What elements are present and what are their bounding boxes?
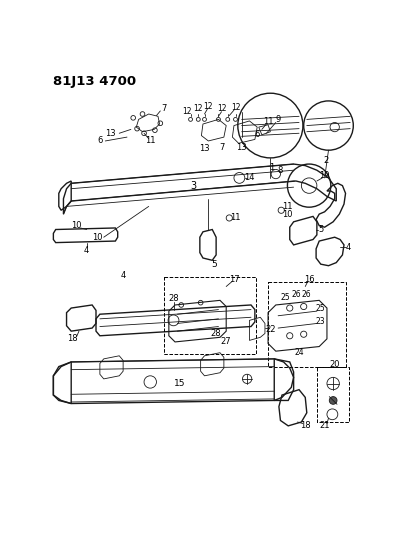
Text: 27: 27 xyxy=(221,337,232,346)
Text: 12: 12 xyxy=(217,104,226,113)
Text: 11: 11 xyxy=(282,202,293,211)
Text: 20: 20 xyxy=(329,360,340,369)
Text: 5: 5 xyxy=(318,225,324,234)
Text: 17: 17 xyxy=(228,275,239,284)
Text: 4: 4 xyxy=(345,243,350,252)
Text: 24: 24 xyxy=(294,348,304,357)
Text: 4: 4 xyxy=(120,271,126,280)
Text: 10: 10 xyxy=(282,209,293,219)
Text: 28: 28 xyxy=(168,294,179,303)
Text: 19: 19 xyxy=(320,171,330,180)
Text: 12: 12 xyxy=(194,104,203,113)
Text: 18: 18 xyxy=(300,422,310,430)
Bar xyxy=(317,367,349,422)
Text: 10: 10 xyxy=(92,233,103,241)
Text: 13: 13 xyxy=(105,129,115,138)
Text: 13: 13 xyxy=(236,143,247,151)
Text: 11: 11 xyxy=(230,213,241,222)
Text: 3: 3 xyxy=(190,181,196,191)
Bar xyxy=(268,282,346,367)
Text: 13: 13 xyxy=(199,144,210,153)
Text: 10: 10 xyxy=(71,221,82,230)
Text: 12: 12 xyxy=(183,107,192,116)
Text: 12: 12 xyxy=(231,102,240,111)
Text: 18: 18 xyxy=(67,334,78,343)
Text: 6: 6 xyxy=(255,130,260,139)
Text: 16: 16 xyxy=(304,275,314,284)
Text: 22: 22 xyxy=(265,325,276,334)
Text: 12: 12 xyxy=(203,102,212,111)
Text: 25: 25 xyxy=(316,304,326,312)
Text: 9: 9 xyxy=(276,115,281,124)
Text: 1: 1 xyxy=(269,164,274,172)
Text: 15: 15 xyxy=(174,379,185,388)
Text: 2: 2 xyxy=(324,156,329,165)
Bar xyxy=(164,277,256,354)
Text: 28: 28 xyxy=(211,329,221,338)
Text: 11: 11 xyxy=(263,117,273,126)
Text: 4: 4 xyxy=(84,246,89,255)
Text: 26: 26 xyxy=(291,290,301,300)
Text: 26: 26 xyxy=(302,290,312,300)
Text: 8: 8 xyxy=(278,166,283,175)
Text: 5: 5 xyxy=(211,260,217,269)
Circle shape xyxy=(329,397,337,405)
Text: 14: 14 xyxy=(244,173,255,182)
Text: 11: 11 xyxy=(145,136,156,146)
Text: 25: 25 xyxy=(280,293,290,302)
Text: 6: 6 xyxy=(97,136,103,146)
Text: 23: 23 xyxy=(316,318,326,326)
Text: 81J13 4700: 81J13 4700 xyxy=(53,75,136,88)
Text: 21: 21 xyxy=(320,422,330,430)
Text: 7: 7 xyxy=(219,143,224,151)
Text: 7: 7 xyxy=(162,104,167,113)
